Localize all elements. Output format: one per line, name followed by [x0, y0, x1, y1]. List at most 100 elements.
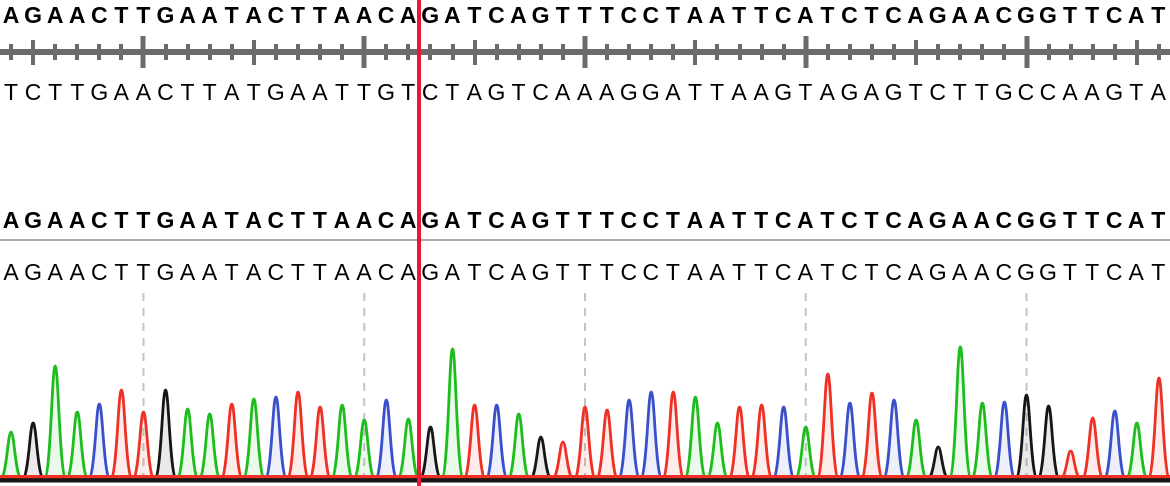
base-letter[interactable]: G	[421, 2, 440, 28]
base-letter[interactable]: A	[179, 207, 196, 233]
base-letter[interactable]: C	[620, 2, 638, 28]
base-letter[interactable]: G	[531, 259, 550, 285]
base-letter[interactable]: T	[820, 259, 835, 285]
base-letter[interactable]: T	[136, 2, 151, 28]
base-letter[interactable]: A	[907, 259, 924, 285]
base-letter[interactable]: C	[774, 2, 792, 28]
base-letter[interactable]: A	[708, 2, 726, 28]
base-letter[interactable]: A	[113, 79, 130, 105]
base-letter[interactable]: A	[1128, 259, 1144, 285]
base-letter[interactable]: T	[312, 207, 327, 233]
base-letter[interactable]: A	[1084, 79, 1100, 105]
base-letter[interactable]: T	[1151, 259, 1166, 285]
base-letter[interactable]: T	[864, 259, 879, 285]
base-letter[interactable]: A	[201, 207, 218, 233]
base-letter[interactable]: G	[840, 79, 859, 105]
base-letter[interactable]: T	[1151, 207, 1166, 233]
base-letter[interactable]: A	[179, 2, 196, 28]
base-letter[interactable]: A	[1150, 79, 1166, 105]
base-letter[interactable]: G	[1039, 259, 1057, 285]
base-letter[interactable]: G	[1039, 2, 1057, 28]
base-letter[interactable]: T	[665, 2, 680, 28]
base-letter[interactable]: C	[488, 259, 505, 285]
base-letter[interactable]: A	[599, 79, 615, 105]
base-letter[interactable]: C	[841, 207, 858, 233]
base-letter[interactable]: T	[820, 2, 835, 28]
base-letter[interactable]: T	[974, 79, 989, 105]
base-letter[interactable]: C	[1017, 79, 1035, 105]
base-letter[interactable]: T	[246, 79, 261, 105]
base-letter[interactable]: T	[224, 2, 239, 28]
base-letter[interactable]: C	[267, 2, 285, 28]
base-letter[interactable]: C	[885, 259, 902, 285]
base-letter[interactable]: A	[245, 207, 263, 233]
base-letter[interactable]: T	[732, 207, 747, 233]
base-letter[interactable]: T	[4, 79, 19, 105]
base-letter[interactable]: T	[202, 79, 217, 105]
base-letter[interactable]: A	[223, 79, 240, 105]
base-letter[interactable]: A	[731, 79, 747, 105]
base-letter[interactable]: A	[201, 259, 218, 285]
base-letter[interactable]: G	[1016, 2, 1035, 28]
base-letter[interactable]: C	[642, 2, 660, 28]
base-letter[interactable]: C	[377, 2, 395, 28]
base-letter[interactable]: A	[201, 2, 218, 28]
base-letter[interactable]: A	[665, 79, 681, 105]
base-letter[interactable]: T	[952, 79, 967, 105]
base-letter[interactable]: A	[135, 79, 152, 105]
base-letter[interactable]: A	[333, 2, 351, 28]
base-letter[interactable]: A	[443, 2, 461, 28]
base-letter[interactable]: T	[1063, 207, 1078, 233]
base-letter[interactable]: T	[577, 259, 592, 285]
base-letter[interactable]: T	[290, 207, 305, 233]
base-letter[interactable]: A	[973, 207, 991, 233]
selection-cursor[interactable]	[417, 0, 421, 486]
base-letter[interactable]: C	[1105, 207, 1123, 233]
base-letter[interactable]: G	[156, 2, 175, 28]
base-letter[interactable]: A	[510, 207, 527, 233]
base-letter[interactable]: A	[819, 79, 836, 105]
base-letter[interactable]: T	[48, 79, 63, 105]
base-letter[interactable]: C	[421, 79, 439, 105]
base-letter[interactable]: C	[90, 2, 108, 28]
base-letter[interactable]: G	[994, 79, 1013, 105]
base-letter[interactable]: A	[399, 207, 417, 233]
base-letter[interactable]: T	[577, 2, 592, 28]
base-letter[interactable]: T	[1085, 207, 1100, 233]
base-letter[interactable]: C	[885, 2, 902, 28]
base-letter[interactable]: C	[642, 207, 660, 233]
base-letter[interactable]: A	[68, 2, 86, 28]
base-letter[interactable]: C	[488, 2, 505, 28]
base-letter[interactable]: C	[90, 259, 108, 285]
base-letter[interactable]: G	[377, 79, 396, 105]
base-letter[interactable]: C	[90, 207, 108, 233]
base-letter[interactable]: A	[907, 2, 924, 28]
base-letter[interactable]: T	[754, 259, 769, 285]
base-letter[interactable]: A	[1127, 207, 1145, 233]
base-letter[interactable]: A	[797, 259, 813, 285]
base-letter[interactable]: A	[951, 2, 969, 28]
base-letter[interactable]: G	[24, 2, 43, 28]
base-letter[interactable]: A	[952, 259, 968, 285]
base-letter[interactable]: C	[24, 79, 42, 105]
base-letter[interactable]: T	[710, 79, 725, 105]
base-letter[interactable]: A	[510, 259, 527, 285]
base-letter[interactable]: T	[136, 259, 151, 285]
base-letter[interactable]: T	[732, 259, 747, 285]
base-letter[interactable]: T	[180, 79, 195, 105]
base-letter[interactable]: G	[928, 259, 947, 285]
base-letter[interactable]: T	[312, 2, 327, 28]
base-letter[interactable]: A	[399, 2, 417, 28]
base-letter[interactable]: G	[531, 207, 550, 233]
base-letter[interactable]: T	[1129, 79, 1144, 105]
base-letter[interactable]: A	[687, 259, 703, 285]
base-letter[interactable]: A	[290, 79, 306, 105]
base-letter[interactable]: C	[620, 259, 638, 285]
base-letter[interactable]: G	[1016, 259, 1035, 285]
base-letter[interactable]: A	[1062, 79, 1078, 105]
base-letter[interactable]: C	[267, 207, 285, 233]
base-letter[interactable]: G	[928, 207, 947, 233]
base-letter[interactable]: C	[841, 2, 858, 28]
base-letter[interactable]: A	[3, 259, 19, 285]
